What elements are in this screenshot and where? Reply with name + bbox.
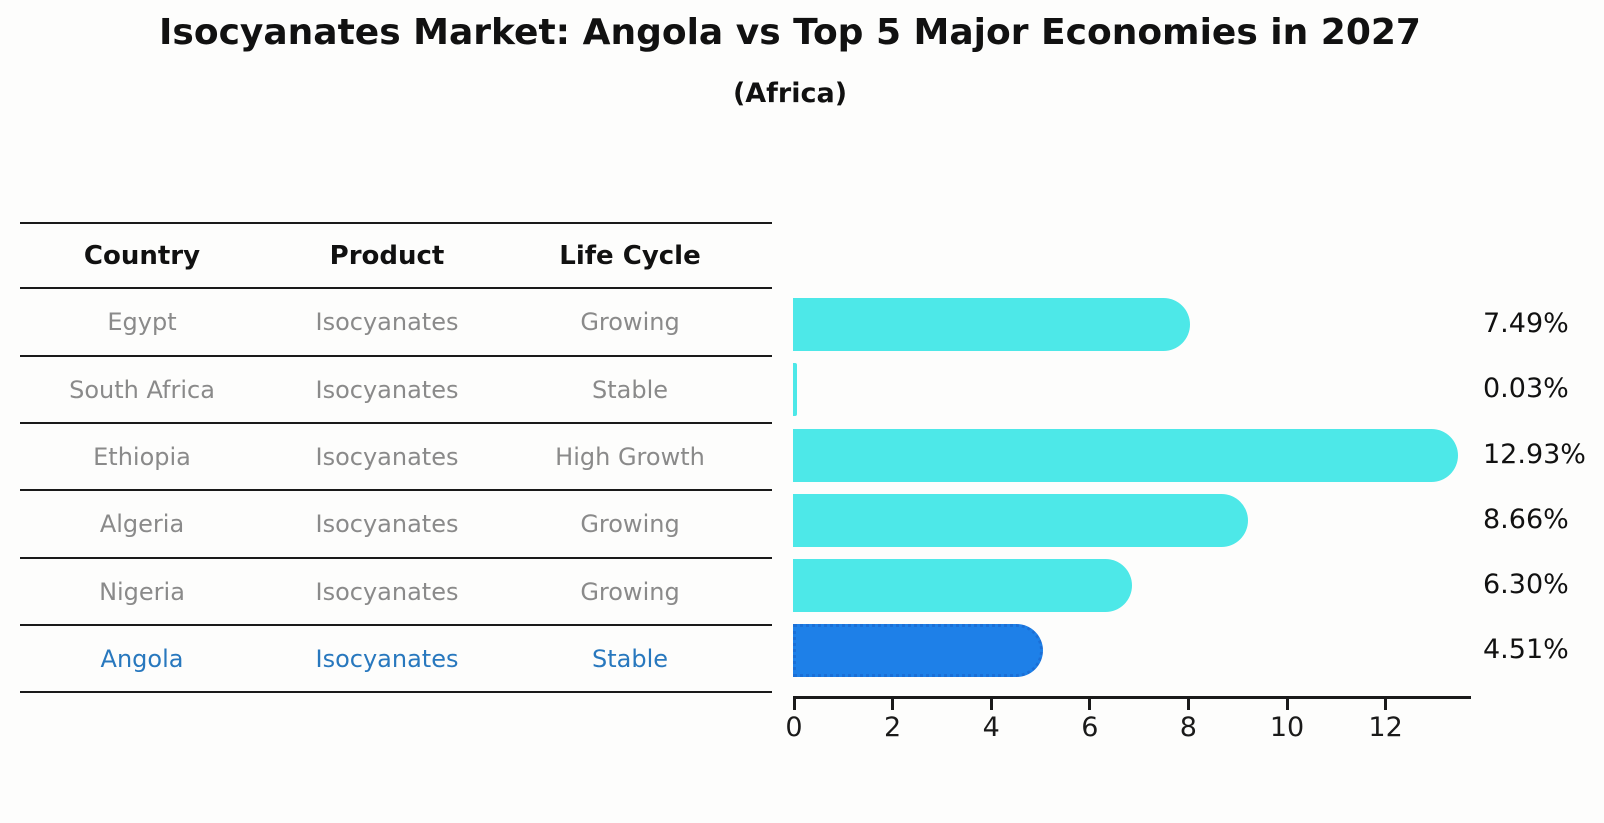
value-label: 4.51% xyxy=(1483,634,1569,665)
life-cycle-cell: High Growth xyxy=(555,442,705,471)
x-axis-tick-label: 12 xyxy=(1368,712,1403,743)
bar-south-africa xyxy=(793,362,797,416)
table-header-country: Country xyxy=(83,240,201,271)
x-axis-tick-label: 4 xyxy=(982,712,1000,743)
product-cell: Isocyanates xyxy=(315,577,459,606)
life-cycle-cell: Growing xyxy=(580,577,680,606)
life-cycle-cell: Stable xyxy=(591,644,669,673)
x-axis-tick xyxy=(1186,698,1190,710)
table-divider-line xyxy=(20,422,772,424)
value-label: 6.30% xyxy=(1483,569,1569,600)
chart-title: Isocyanates Market: Angola vs Top 5 Majo… xyxy=(159,12,1421,53)
x-axis-tick xyxy=(891,698,895,710)
table-divider-line xyxy=(20,557,772,559)
bar-highlight-angola xyxy=(793,623,1044,677)
x-axis-tick xyxy=(1088,698,1092,710)
country-cell: Ethiopia xyxy=(93,442,191,471)
product-cell: Isocyanates xyxy=(315,308,459,336)
table-divider-line xyxy=(20,624,772,626)
bar-ethiopia xyxy=(793,428,1459,482)
life-cycle-cell: Growing xyxy=(580,510,680,538)
table-divider-line xyxy=(20,489,772,491)
x-axis-tick-label: 0 xyxy=(785,712,803,743)
x-axis-tick-label: 8 xyxy=(1179,712,1197,743)
table-header-life-cycle: Life Cycle xyxy=(559,240,701,271)
country-cell: South Africa xyxy=(69,375,215,404)
life-cycle-cell: Growing xyxy=(580,308,680,336)
x-axis-tick-label: 2 xyxy=(884,712,902,743)
country-cell: Nigeria xyxy=(99,577,185,606)
table-divider-line xyxy=(20,287,772,289)
table-divider-line xyxy=(20,691,772,693)
value-label: 8.66% xyxy=(1483,504,1569,535)
country-cell: Algeria xyxy=(99,510,185,538)
x-axis-tick-label: 6 xyxy=(1081,712,1099,743)
product-cell: Isocyanates xyxy=(315,510,459,538)
bar-algeria xyxy=(793,493,1248,547)
bar-nigeria xyxy=(793,558,1132,612)
chart-subtitle: (Africa) xyxy=(732,78,848,109)
x-axis-tick xyxy=(1285,698,1289,710)
x-axis-line xyxy=(793,696,1471,699)
table-divider-line xyxy=(20,355,772,357)
life-cycle-cell: Stable xyxy=(591,375,669,404)
value-label: 0.03% xyxy=(1483,373,1569,404)
x-axis-tick xyxy=(989,698,993,710)
x-axis-tick xyxy=(792,698,796,710)
product-cell: Isocyanates xyxy=(315,442,459,471)
table-header-product: Product xyxy=(329,240,445,271)
product-cell: Isocyanates xyxy=(315,644,459,673)
x-axis-tick-label: 10 xyxy=(1269,712,1305,743)
value-label: 7.49% xyxy=(1483,308,1569,339)
country-cell: Angola xyxy=(100,644,184,673)
table-divider-line xyxy=(20,222,772,224)
country-cell: Egypt xyxy=(107,308,177,336)
value-label: 12.93% xyxy=(1483,439,1586,470)
bar-egypt xyxy=(793,297,1191,351)
product-cell: Isocyanates xyxy=(315,375,459,404)
x-axis-tick xyxy=(1384,698,1388,710)
